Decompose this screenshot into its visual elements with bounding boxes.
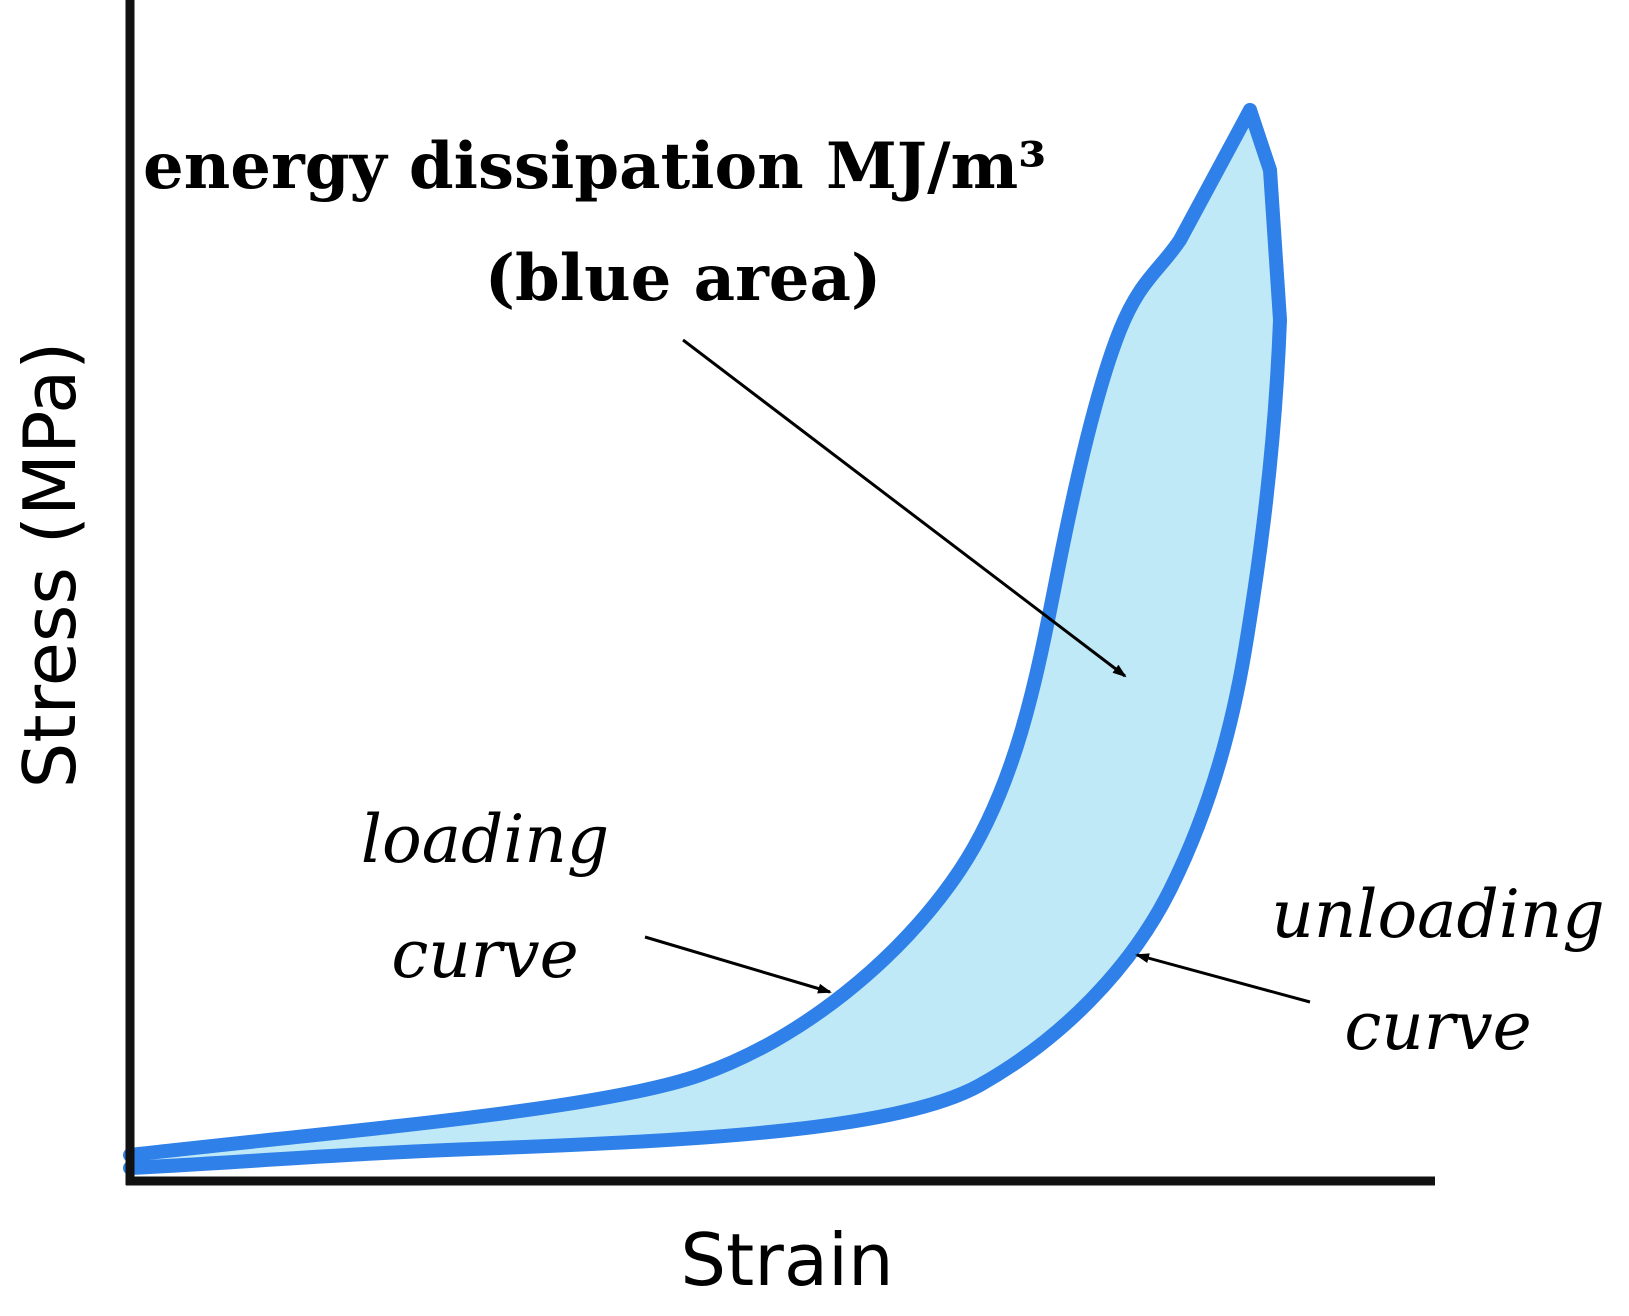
unloading-label-line-1: unloading bbox=[1271, 876, 1604, 953]
title-line-1: energy dissipation MJ/m³ bbox=[143, 129, 1046, 204]
area-arrow bbox=[682, 338, 1127, 678]
title-line-2: (blue area) bbox=[485, 241, 882, 316]
unloading-curve bbox=[123, 103, 1287, 1175]
loading-arrow bbox=[644, 935, 832, 994]
unloading-arrow bbox=[1135, 953, 1311, 1004]
loading-curve bbox=[123, 103, 1257, 1162]
loading-label-line-2: curve bbox=[391, 916, 578, 993]
unloading-label-line-2: curve bbox=[1344, 988, 1531, 1065]
x-axis-label: Strain bbox=[680, 1218, 893, 1302]
y-axis-label: Stress (MPa) bbox=[8, 342, 92, 789]
loading-label-line-1: loading bbox=[361, 801, 609, 878]
dissipation-area bbox=[130, 110, 1280, 1168]
